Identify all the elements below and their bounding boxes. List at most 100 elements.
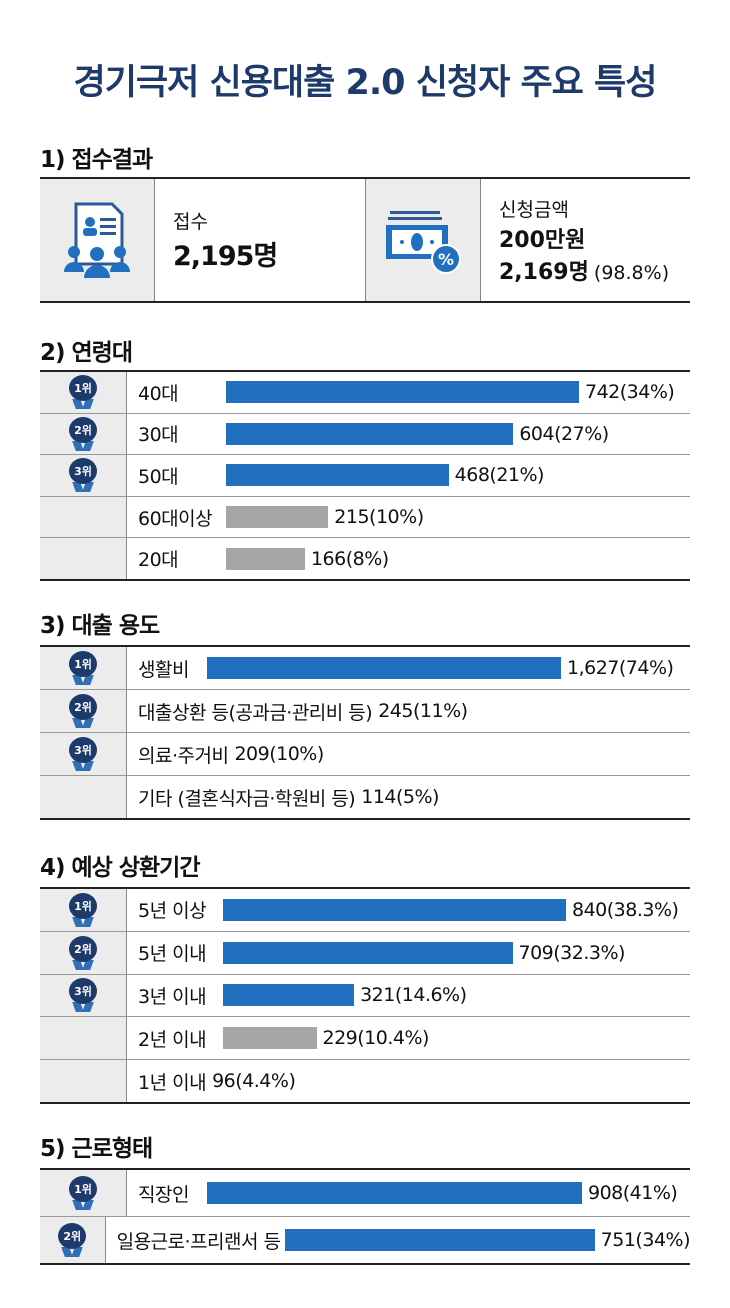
category-label: 3년 이내	[138, 985, 207, 1008]
rank-label: 2위	[69, 935, 97, 962]
rank-cell	[40, 1017, 127, 1060]
category-label: 20대	[138, 549, 179, 572]
value-label: 468(21%)	[454, 464, 545, 487]
rank-badge-icon: 3위	[68, 458, 98, 493]
section-heading: 1) 접수결과	[40, 147, 153, 173]
value-label: 166(8%)	[310, 547, 389, 570]
value-label: 209(10%)	[234, 743, 324, 765]
row-content: 대출상환 등(공과금·관리비 등) 245(11%)	[127, 698, 468, 725]
rank-label: 3위	[69, 458, 97, 485]
rank-badge-icon: 2위	[68, 935, 98, 970]
rank-badge-icon: 1위	[68, 651, 98, 685]
row-content: 40대 742(34%)	[127, 379, 675, 406]
chart-row: 2위 일용근로·프리랜서 등 751(34%)	[40, 1216, 691, 1263]
chart-row: 기타 (결혼식자금·학원비 등) 114(5%)	[40, 775, 690, 818]
chart-row: 60대이상 215(10%)	[40, 495, 690, 538]
rank-label: 2위	[69, 416, 97, 443]
section-heading: 4) 예상 상환기간	[40, 855, 200, 881]
bar	[207, 657, 561, 679]
bar	[226, 506, 329, 529]
chart-row: 1년 이내 96(4.4%)	[40, 1059, 690, 1102]
amount-label: 신청금액	[499, 198, 569, 221]
rank-cell: 1위	[40, 647, 127, 689]
row-content: 생활비 1,627(74%)	[127, 655, 674, 682]
bar	[223, 984, 355, 1007]
money-percent-icon: %	[366, 179, 481, 301]
chart-row: 3위 의료·주거비 209(10%)	[40, 732, 690, 775]
rank-cell: 2위	[40, 690, 127, 732]
rank-label: 1위	[69, 892, 97, 919]
category-label: 기타 (결혼식자금·학원비 등)	[138, 787, 356, 810]
rank-cell	[40, 538, 127, 579]
row-content: 20대 166(8%)	[127, 545, 389, 572]
section-heading: 5) 근로형태	[40, 1136, 153, 1162]
rank-badge-icon: 3위	[68, 737, 98, 771]
category-label: 2년 이내	[138, 1028, 207, 1051]
applicants-document-icon	[40, 179, 155, 301]
category-label: 60대이상	[138, 507, 213, 530]
rank-cell: 2위	[40, 1217, 106, 1263]
section-heading: 3) 대출 용도	[40, 613, 160, 639]
row-content: 60대이상 215(10%)	[127, 504, 424, 531]
rank-label: 1위	[69, 651, 97, 677]
amount-count: 2,169명	[499, 259, 589, 285]
rank-badge-icon: 1위	[68, 892, 98, 927]
rank-cell	[40, 496, 127, 538]
rank-cell	[40, 1060, 127, 1102]
category-label: 일용근로·프리랜서 등	[116, 1230, 281, 1253]
chart-row: 3위 50대 468(21%)	[40, 454, 690, 496]
bar	[284, 1229, 595, 1251]
rank-label: 2위	[58, 1223, 87, 1249]
chart-row: 2위 5년 이내 709(32.3%)	[40, 930, 690, 974]
row-content: 3년 이내 321(14.6%)	[127, 982, 467, 1009]
rank-badge-icon: 2위	[57, 1223, 87, 1257]
value-label: 96(4.4%)	[212, 1070, 296, 1093]
value-label: 751(34%)	[600, 1229, 691, 1251]
bar	[223, 1027, 317, 1050]
svg-text:%: %	[438, 250, 454, 269]
chart-row: 1위 생활비 1,627(74%)	[40, 647, 690, 689]
chart-row: 2위 30대 604(27%)	[40, 412, 690, 455]
rank-cell: 3위	[40, 455, 127, 496]
value-label: 114(5%)	[361, 786, 439, 808]
section-heading: 2) 연령대	[40, 340, 133, 366]
row-content: 50대 468(21%)	[127, 462, 544, 489]
value-label: 1,627(74%)	[567, 657, 674, 679]
category-label: 50대	[138, 465, 179, 488]
value-label: 604(27%)	[519, 422, 609, 445]
row-content: 기타 (결혼식자금·학원비 등) 114(5%)	[127, 784, 439, 811]
rank-badge-icon: 1위	[68, 375, 98, 410]
row-content: 30대 604(27%)	[127, 420, 609, 447]
chart-row: 1위 5년 이상 840(38.3%)	[40, 889, 690, 931]
row-content: 일용근로·프리랜서 등 751(34%)	[106, 1227, 691, 1254]
bar	[207, 1182, 582, 1204]
rank-label: 1위	[69, 1176, 97, 1202]
received-value: 2,195명	[173, 241, 278, 272]
category-label: 대출상환 등(공과금·관리비 등)	[138, 701, 373, 724]
rank-cell: 1위	[40, 1170, 127, 1216]
bar-chart-table: 1위 40대 742(34%) 2위 30대 604(27%) 3위 50대 468(21%) 6…	[40, 370, 690, 581]
rank-cell: 2위	[40, 931, 127, 974]
amount-value: 200만원	[499, 227, 586, 253]
value-label: 840(38.3%)	[572, 898, 679, 921]
category-label: 의료·주거비	[138, 744, 229, 767]
row-content: 2년 이내 229(10.4%)	[127, 1025, 429, 1052]
rank-cell: 2위	[40, 413, 127, 455]
amount-pct: (98.8%)	[593, 261, 670, 284]
rank-cell: 1위	[40, 372, 127, 413]
rank-cell: 3위	[40, 733, 127, 775]
row-content: 5년 이상 840(38.3%)	[127, 896, 679, 923]
bar-chart-table: 1위 생활비 1,627(74%) 2위 대출상환 등(공과금·관리비 등) 245(11…	[40, 645, 690, 820]
bar	[226, 547, 305, 570]
value-label: 245(11%)	[378, 700, 468, 722]
rank-badge-icon: 1위	[68, 1176, 98, 1210]
chart-row: 2위 대출상환 등(공과금·관리비 등) 245(11%)	[40, 689, 690, 732]
value-label: 229(10.4%)	[322, 1027, 430, 1050]
rank-label: 2위	[69, 694, 97, 720]
category-label: 40대	[138, 382, 179, 405]
row-content: 5년 이내 709(32.3%)	[127, 939, 625, 966]
value-label: 908(41%)	[588, 1182, 678, 1204]
page-title: 경기극저 신용대출 2.0 신청자 주요 특성	[73, 63, 658, 103]
value-label: 215(10%)	[334, 506, 424, 529]
category-label: 1년 이내	[138, 1071, 207, 1094]
